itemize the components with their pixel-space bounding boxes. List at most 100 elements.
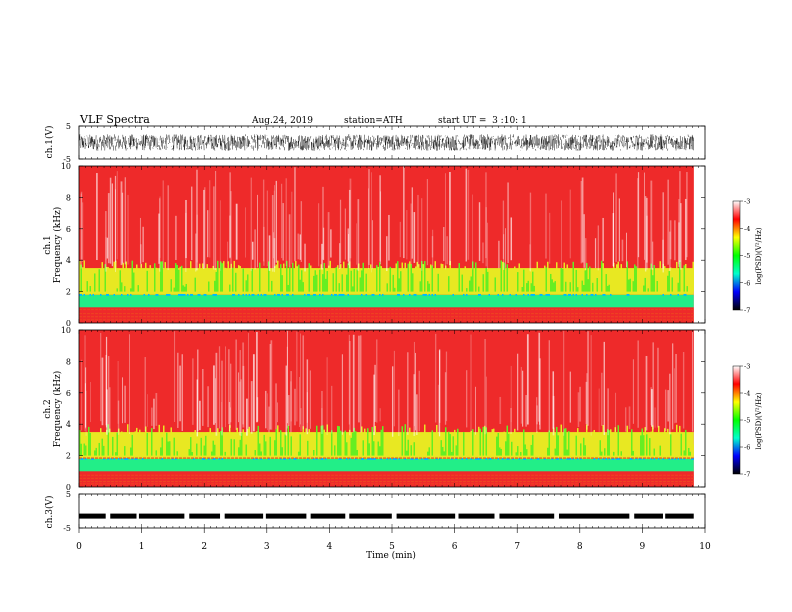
spectrogram-streak (561, 200, 562, 269)
emission-spike (152, 286, 154, 292)
emission-spike (148, 451, 150, 456)
spectrogram-streak (196, 169, 198, 271)
emission-spike (392, 457, 394, 460)
emission-spike (170, 279, 172, 292)
emission-spike (247, 274, 249, 292)
spectrogram-streak (250, 177, 252, 272)
emission-spike (253, 272, 255, 292)
emission-spike (586, 424, 588, 456)
emission-spike (436, 457, 438, 460)
emission-spike (367, 428, 369, 456)
emission-spike (658, 457, 660, 460)
emission-spike (199, 440, 201, 456)
emission-spike (253, 445, 255, 456)
emission-spike (404, 262, 406, 292)
spectrogram-streak (179, 365, 181, 422)
emission-spike (598, 280, 600, 292)
emission-spike (569, 447, 571, 456)
emission-spike (235, 272, 237, 292)
emission-spike (656, 451, 658, 456)
spectrogram-streak (207, 386, 209, 428)
emission-spike (125, 436, 127, 456)
spectrogram-streak (485, 172, 487, 259)
spectrogram-streak (415, 352, 416, 431)
emission-spike (464, 266, 466, 292)
emission-spike (326, 271, 328, 292)
emission-spike (374, 457, 376, 460)
emission-spike (473, 440, 475, 456)
emission-spike (302, 282, 304, 292)
spectrogram-streak (516, 353, 519, 431)
emission-spike (590, 283, 592, 292)
emission-spike (512, 449, 514, 456)
spectrogram-streak (153, 398, 155, 430)
emission-spike (665, 280, 667, 292)
emission-spike (427, 451, 429, 456)
emission-spike (301, 270, 303, 292)
emission-spike (118, 457, 120, 460)
emission-spike (412, 273, 414, 292)
emission-spike (404, 457, 406, 460)
spectrogram-streak (299, 376, 300, 428)
emission-spike (83, 293, 85, 296)
emission-spike (394, 443, 396, 456)
emission-spike (415, 447, 417, 456)
emission-spike (664, 428, 666, 456)
emission-spike (296, 432, 298, 456)
emission-spike (521, 287, 523, 292)
spectrogram-streak (274, 185, 276, 273)
emission-spike (398, 293, 400, 296)
emission-spike (484, 425, 486, 456)
emission-spike (220, 261, 222, 292)
emission-spike (436, 281, 438, 292)
emission-spike (430, 264, 432, 292)
spectrogram-streak (273, 238, 276, 269)
emission-spike (143, 293, 145, 296)
emission-spike (272, 273, 274, 292)
emission-spike (194, 430, 196, 456)
spectrogram-streak (662, 239, 664, 269)
emission-spike (439, 457, 441, 460)
spectrogram-streak (485, 207, 487, 267)
emission-spike (361, 270, 363, 292)
spectrogram-streak (449, 171, 451, 266)
spectrogram-streak (445, 351, 448, 422)
emission-spike (533, 449, 535, 456)
emission-spike (125, 261, 127, 292)
emission-spike (197, 293, 199, 296)
spectrogram-emission (79, 424, 694, 460)
emission-spike (110, 457, 112, 460)
emission-spike (569, 282, 571, 292)
emission-spike (253, 457, 255, 460)
emission-spike (233, 260, 235, 292)
spectrogram-streak (147, 394, 148, 427)
emission-spike (340, 430, 342, 456)
emission-spike (661, 277, 663, 292)
emission-spike (148, 285, 150, 292)
emission-spike (124, 457, 126, 460)
emission-spike (467, 436, 469, 456)
emission-spike (161, 437, 163, 456)
emission-spike (106, 293, 108, 296)
emission-spike (679, 260, 681, 292)
spectrogram-streak (269, 343, 271, 430)
emission-spike (595, 280, 597, 292)
emission-spike (334, 293, 336, 296)
spectrogram-streak (174, 331, 176, 422)
emission-spike (643, 457, 645, 460)
emission-spike (629, 445, 631, 456)
emission-spike (193, 457, 195, 460)
emission-spike (325, 278, 327, 292)
emission-spike (649, 279, 651, 292)
emission-spike (298, 264, 300, 292)
emission-spike (208, 432, 210, 456)
emission-spike (655, 268, 657, 292)
emission-spike (455, 457, 457, 460)
emission-spike (685, 293, 687, 296)
emission-spike (497, 432, 499, 456)
emission-spike (191, 452, 193, 456)
emission-spike (574, 452, 576, 456)
emission-spike (133, 452, 135, 456)
spectrogram-streak (482, 242, 484, 264)
emission-spike (332, 273, 334, 292)
